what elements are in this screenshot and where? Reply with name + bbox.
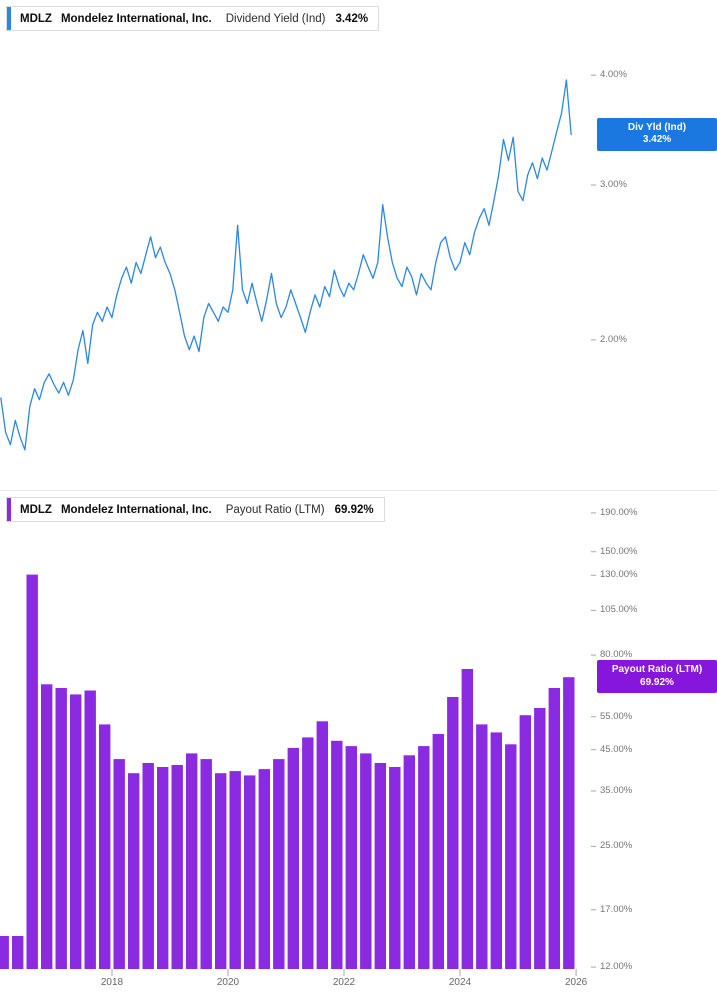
payout-ratio-bar[interactable] xyxy=(55,688,67,969)
dividend-yield-line xyxy=(0,79,572,451)
y-axis-label: 105.00% xyxy=(600,604,638,616)
y-axis-label: 17.00% xyxy=(600,903,633,915)
payout-ratio-bar[interactable] xyxy=(171,765,183,969)
payout-ratio-bar[interactable] xyxy=(563,677,575,969)
payout-ratio-bar[interactable] xyxy=(99,724,111,969)
payout-ratio-bar[interactable] xyxy=(142,763,154,969)
x-axis: 2018 2020 2022 2024 2026 xyxy=(0,977,717,999)
payout-ratio-bar[interactable] xyxy=(461,669,473,969)
payout-ratio-bar[interactable] xyxy=(70,694,82,969)
badge-value: 3.42% xyxy=(642,134,672,146)
series-color-bar xyxy=(7,7,11,30)
payout-ratio-bar[interactable] xyxy=(374,763,386,969)
metric-value: 69.92% xyxy=(334,503,374,516)
x-axis-label: 2022 xyxy=(332,977,356,988)
company-name: Mondelez International, Inc. xyxy=(60,503,212,516)
payout-ratio-bar[interactable] xyxy=(229,771,241,969)
x-axis-label: 2026 xyxy=(564,977,588,988)
payout-ratio-bar[interactable] xyxy=(215,773,227,969)
y-axis-label: 130.00% xyxy=(600,569,638,581)
payout-ratio-bar[interactable] xyxy=(157,767,169,969)
payout-ratio-bar[interactable] xyxy=(316,721,328,969)
metric-value: 3.42% xyxy=(335,12,369,25)
y-axis-label: 4.00% xyxy=(600,69,627,81)
metric-name: Dividend Yield (Ind) xyxy=(225,12,326,25)
payout-ratio-bar[interactable] xyxy=(12,936,24,969)
payout-ratio-bar[interactable] xyxy=(447,697,459,969)
payout-ratio-bar[interactable] xyxy=(41,684,53,969)
payout-ratio-bar[interactable] xyxy=(519,715,531,969)
payout-ratio-bar[interactable] xyxy=(273,759,285,969)
dividend-yield-panel: MDLZ Mondelez International, Inc. Divide… xyxy=(0,0,717,490)
payout-ratio-bar[interactable] xyxy=(287,747,299,969)
payout-ratio-bar[interactable] xyxy=(258,769,270,969)
payout-ratio-bar[interactable] xyxy=(244,775,256,969)
badge-value: 69.92% xyxy=(640,676,674,688)
payout-ratio-legend[interactable]: MDLZ Mondelez International, Inc. Payout… xyxy=(6,497,385,522)
ticker-symbol: MDLZ xyxy=(20,12,52,25)
payout-ratio-bar[interactable] xyxy=(476,724,488,969)
payout-ratio-bar[interactable] xyxy=(548,688,560,969)
dividend-yield-chart[interactable] xyxy=(0,0,717,490)
payout-ratio-bar[interactable] xyxy=(302,737,314,969)
div-yld-badge: Div Yld (Ind) 3.42% xyxy=(597,117,717,151)
payout-ratio-bar[interactable] xyxy=(113,759,125,969)
payout-ratio-bar[interactable] xyxy=(418,746,430,969)
y-axis-label: 190.00% xyxy=(600,506,638,518)
payout-ratio-bar[interactable] xyxy=(389,767,401,969)
payout-ratio-badge: Payout Ratio (LTM) 69.92% xyxy=(597,660,717,694)
y-axis-label: 2.00% xyxy=(600,333,627,345)
x-axis-label: 2018 xyxy=(100,977,124,988)
badge-label: Payout Ratio (LTM) xyxy=(611,664,703,676)
payout-ratio-panel: MDLZ Mondelez International, Inc. Payout… xyxy=(0,490,717,980)
y-axis-label: 150.00% xyxy=(600,545,638,557)
dividend-yield-legend[interactable]: MDLZ Mondelez International, Inc. Divide… xyxy=(6,6,380,31)
payout-ratio-bar[interactable] xyxy=(200,759,212,969)
payout-ratio-bar[interactable] xyxy=(360,753,372,969)
payout-ratio-bar[interactable] xyxy=(84,690,96,970)
payout-ratio-bar[interactable] xyxy=(432,734,444,969)
payout-ratio-bar[interactable] xyxy=(186,753,198,969)
payout-ratio-bar[interactable] xyxy=(403,755,415,969)
payout-ratio-bar[interactable] xyxy=(505,744,517,969)
y-axis-label: 55.00% xyxy=(600,710,633,722)
metric-name: Payout Ratio (LTM) xyxy=(225,503,325,516)
y-axis-label: 80.00% xyxy=(600,649,633,661)
payout-ratio-bar[interactable] xyxy=(0,936,9,969)
payout-ratio-bar[interactable] xyxy=(490,732,502,969)
company-name: Mondelez International, Inc. xyxy=(60,12,212,25)
payout-ratio-bar[interactable] xyxy=(26,574,38,969)
y-axis-label: 3.00% xyxy=(600,179,627,191)
payout-ratio-chart[interactable] xyxy=(0,491,717,981)
x-axis-label: 2024 xyxy=(448,977,472,988)
y-axis-label: 25.00% xyxy=(600,840,633,852)
y-axis-label: 45.00% xyxy=(600,743,633,755)
x-axis-label: 2020 xyxy=(216,977,240,988)
payout-ratio-bar[interactable] xyxy=(534,708,546,969)
ticker-symbol: MDLZ xyxy=(20,503,52,516)
payout-ratio-bar[interactable] xyxy=(331,740,343,969)
payout-ratio-bar[interactable] xyxy=(128,773,140,969)
y-axis-label: 12.00% xyxy=(600,961,633,973)
payout-ratio-bar[interactable] xyxy=(345,746,357,969)
badge-label: Div Yld (Ind) xyxy=(627,121,687,133)
series-color-bar xyxy=(7,498,11,521)
y-axis-label: 35.00% xyxy=(600,785,633,797)
